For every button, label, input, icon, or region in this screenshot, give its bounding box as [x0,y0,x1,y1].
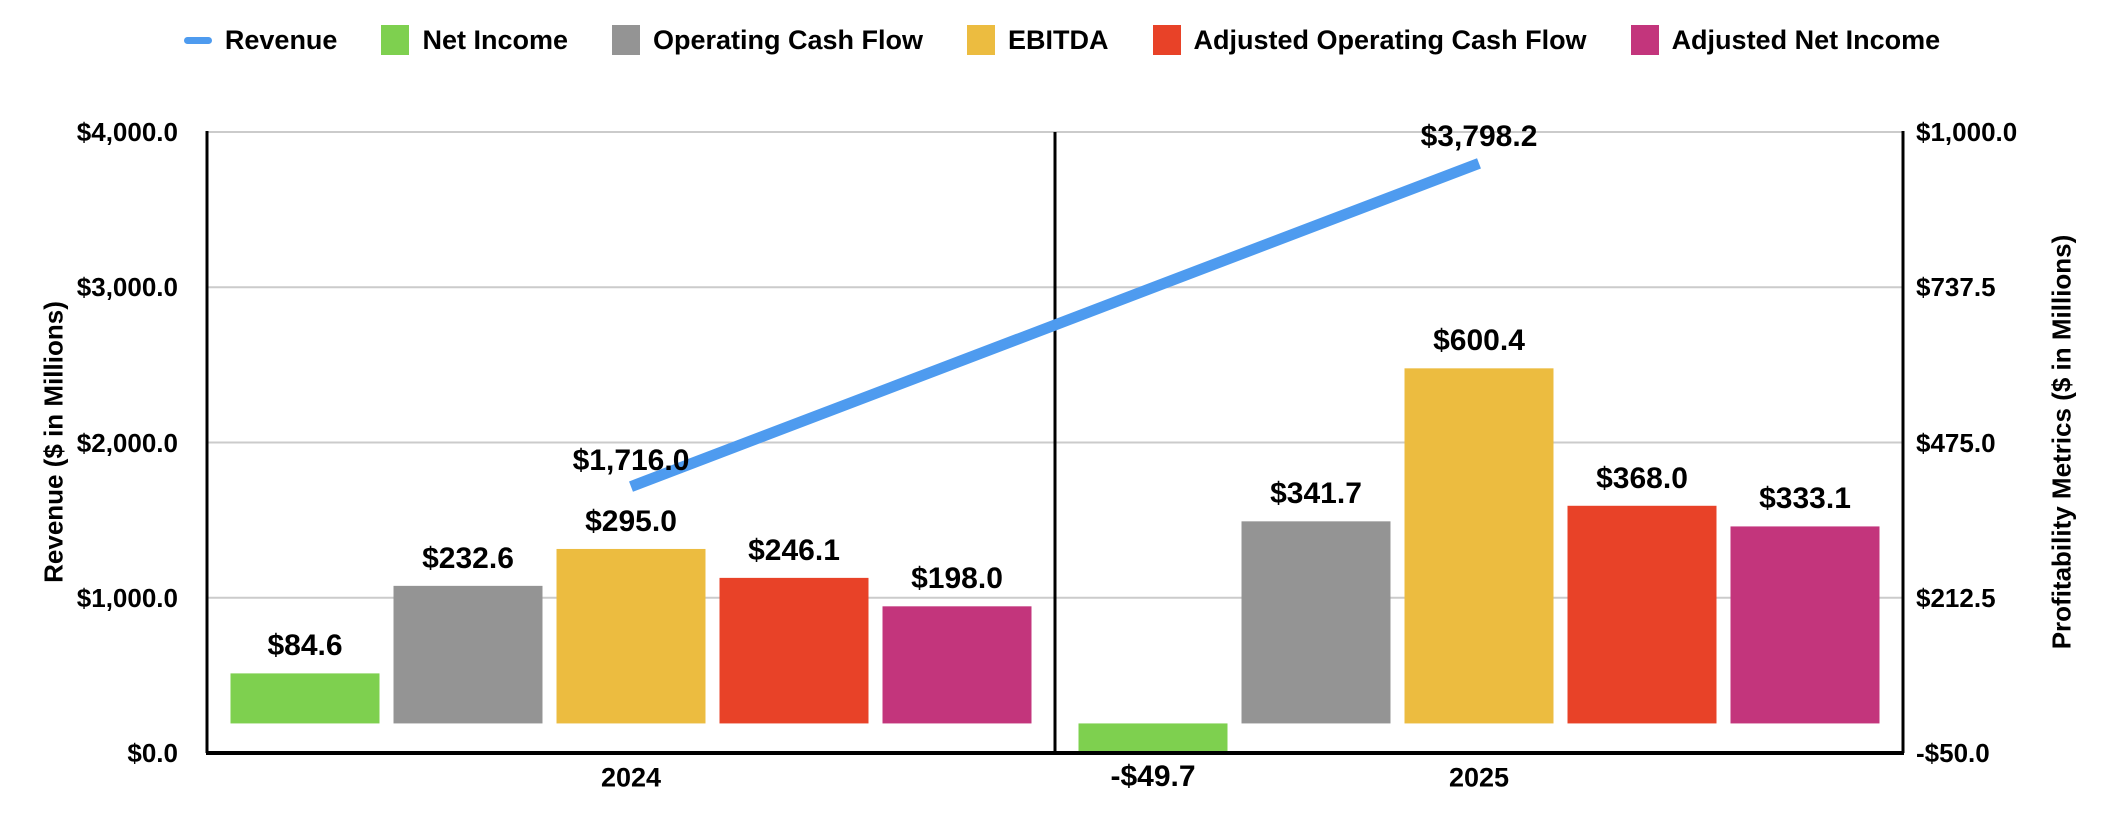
bar-label-operating-cash-flow-2025: $341.7 [1270,477,1362,511]
bar-net-income-2024 [230,673,380,724]
x-axis-label-2024: 2024 [600,762,662,793]
legend-item-operating-cash-flow: Operating Cash Flow [612,25,923,56]
left-axis-tick: $4,000.0 [76,117,178,147]
legend-item-ebitda: EBITDA [967,25,1109,56]
left-axis-tick: $2,000.0 [76,427,178,458]
right-axis-tick: $212.5 [1916,582,1996,613]
bar-label-adjusted-net-income-2025: $333.1 [1759,482,1851,516]
legend-label: EBITDA [1008,24,1109,55]
line-label-revenue-2025: $3,798.2 [1420,120,1538,154]
line-label-revenue-2024: $1,716.0 [572,443,690,477]
bar-label-net-income-2025: -$49.7 [1110,759,1196,793]
legend-bar-swatch [967,25,996,55]
bar-net-income-2025 [1078,723,1228,753]
bar-adjusted-operating-cash-flow-2024 [719,577,869,724]
bar-operating-cash-flow-2025 [1241,521,1391,724]
bar-label-ebitda-2025: $600.4 [1433,324,1525,358]
legend-label: Adjusted Net Income [1671,24,1941,55]
legend-item-revenue: Revenue [183,24,338,56]
bar-label-ebitda-2024: $295.0 [585,504,677,538]
legend-item-adjusted-operating-cash-flow: Adjusted Operating Cash Flow [1152,24,1587,56]
legend-label: Operating Cash Flow [653,24,924,55]
left-axis-tick: $1,000.0 [76,582,178,613]
bar-label-adjusted-operating-cash-flow-2025: $368.0 [1596,461,1688,495]
bar-label-net-income-2024: $84.6 [267,629,343,663]
legend-line-swatch [183,36,212,44]
revenue-line [629,158,1481,492]
legend-item-adjusted-net-income: Adjusted Net Income [1630,24,1941,56]
chart-legend: Revenue Net Income Operating Cash Flow EBIT… [0,22,2124,58]
right-axis-tick: $1,000.0 [1916,117,2018,147]
bar-ebitda-2024 [556,548,706,724]
legend-bar-swatch [612,25,640,55]
legend-bar-swatch [1630,25,1659,55]
bar-ebitda-2025 [1404,368,1554,724]
legend-item-net-income: Net Income [381,25,568,56]
right-axis-tick: $737.5 [1916,272,1996,303]
legend-bar-swatch [381,25,410,55]
right-axis-tick: -$50.0 [1916,738,1990,768]
right-axis-title: Profitability Metrics ($ in Millions) [2046,234,2077,650]
right-axis-tick: $475.0 [1916,427,1996,458]
left-axis-tick: $0.0 [127,738,178,768]
bar-label-adjusted-net-income-2024: $198.0 [911,562,1003,596]
bar-operating-cash-flow-2024 [393,585,543,724]
bar-label-operating-cash-flow-2024: $232.6 [422,541,514,575]
bar-adjusted-operating-cash-flow-2025 [1567,505,1717,724]
legend-label: Revenue [224,24,338,55]
bar-label-adjusted-operating-cash-flow-2024: $246.1 [748,533,840,567]
legend-bar-swatch [1152,25,1181,55]
legend-label: Net Income [422,24,568,55]
left-axis-tick: $3,000.0 [76,272,178,303]
legend-label: Adjusted Operating Cash Flow [1193,24,1587,55]
bar-adjusted-net-income-2025 [1730,526,1880,724]
x-axis-label-2025: 2025 [1448,762,1510,793]
bar-adjusted-net-income-2024 [882,606,1032,724]
